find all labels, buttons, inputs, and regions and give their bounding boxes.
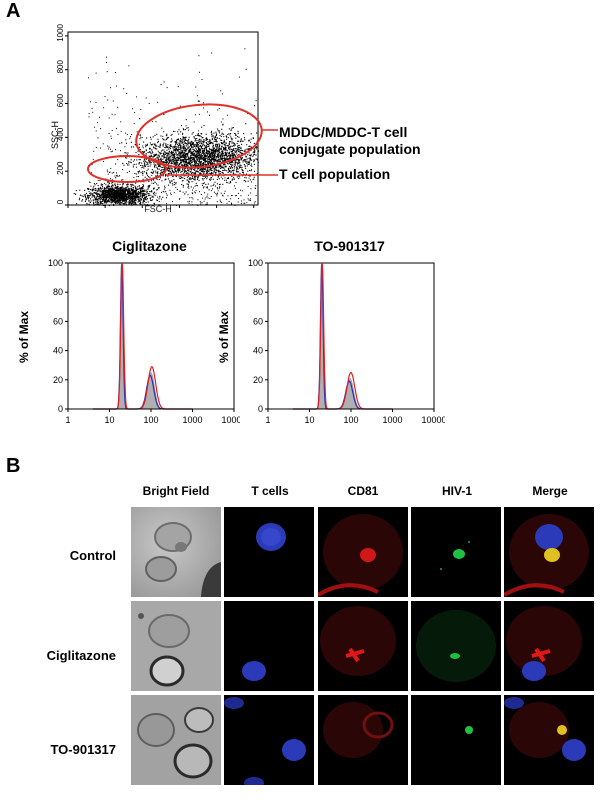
histogram-x-tick-label: 10 bbox=[304, 415, 314, 425]
image-control-cd81 bbox=[318, 507, 408, 597]
scatter-plot: 0200400600800100002004006008001000 bbox=[56, 23, 278, 220]
panel-b-letter: B bbox=[6, 455, 21, 477]
histogram-y-tick-label: 100 bbox=[248, 258, 263, 268]
image-control-hiv1 bbox=[411, 507, 501, 597]
histogram-x-tick-label: 10 bbox=[104, 415, 114, 425]
hist1-title: Ciglitazone bbox=[112, 238, 187, 254]
histogram-y-tick-label: 20 bbox=[253, 375, 263, 385]
scatter-y-tick-label: 1000 bbox=[56, 23, 65, 41]
histogram-red-line bbox=[92, 263, 193, 410]
histogram-y-tick-label: 80 bbox=[53, 287, 63, 297]
scatter-x-label: FSC-H bbox=[144, 204, 172, 214]
histogram-y-tick-label: 20 bbox=[53, 375, 63, 385]
histogram-blue-line bbox=[292, 263, 393, 410]
image-ciglitazone-hiv1 bbox=[411, 601, 501, 691]
image-ciglitazone-merge bbox=[504, 601, 594, 691]
panel-a-letter: A bbox=[6, 0, 21, 22]
histogram-y-tick-label: 0 bbox=[58, 404, 63, 414]
tcell-annotation: T cell population bbox=[279, 166, 391, 182]
image-to901317-cd81 bbox=[318, 695, 408, 785]
conjugate-annotation-line2: conjugate population bbox=[279, 141, 421, 157]
col-header-hiv1: HIV-1 bbox=[441, 484, 472, 498]
scatter-points bbox=[73, 48, 260, 207]
histogram-x-tick-label: 1000 bbox=[182, 415, 202, 425]
image-control-merge bbox=[504, 507, 594, 597]
image-ciglitazone-bright-field bbox=[131, 601, 221, 691]
image-control-t-cells bbox=[224, 507, 314, 597]
histogram-ciglitazone: 0 20 40 60 80 100 1 10 100 1000 10000 bbox=[48, 258, 240, 425]
col-header-cd81: CD81 bbox=[347, 484, 379, 498]
hist1-ylabel: % of Max bbox=[17, 311, 31, 364]
histogram-y-tick-label: 0 bbox=[258, 404, 263, 414]
hist2-ylabel-box: % of Max bbox=[214, 288, 232, 388]
image-to901317-merge bbox=[504, 695, 594, 785]
row-label-to901317: TO-901317 bbox=[50, 742, 116, 757]
hist2-title: TO-901317 bbox=[314, 238, 385, 254]
histogram-y-tick-label: 100 bbox=[48, 258, 63, 268]
image-ciglitazone-t-cells bbox=[224, 601, 314, 691]
histogram-x-tick-label: 1 bbox=[65, 415, 70, 425]
col-header-merge: Merge bbox=[532, 484, 568, 498]
histogram-x-tick-label: 100 bbox=[143, 415, 158, 425]
scatter-y-label: SSC-H bbox=[50, 121, 60, 150]
image-control-bright-field bbox=[131, 507, 221, 597]
histogram-y-tick-label: 60 bbox=[53, 316, 63, 326]
conjugate-gate-ellipse bbox=[135, 103, 263, 169]
scatter-y-tick-label: 200 bbox=[56, 161, 65, 175]
row-label-ciglitazone: Ciglitazone bbox=[46, 648, 116, 663]
tcell-gate-ellipse bbox=[87, 155, 167, 183]
conjugate-annotation-line1: MDDC/MDDC-T cell bbox=[279, 124, 408, 140]
scatter-y-tick-label: 400 bbox=[56, 127, 65, 141]
image-to901317-t-cells bbox=[224, 695, 314, 785]
hist1-ylabel-box: % of Max bbox=[14, 288, 32, 388]
col-header-bright-field: Bright Field bbox=[142, 484, 210, 498]
histogram-to901317: 0 20 40 60 80 100 1 10 100 1000 10000 bbox=[248, 258, 445, 425]
histogram-y-tick-label: 60 bbox=[253, 316, 263, 326]
histogram-x-tick-label: 100 bbox=[343, 415, 358, 425]
histogram-y-tick-label: 40 bbox=[253, 346, 263, 356]
histogram-blue-line bbox=[92, 263, 193, 410]
histogram-x-tick-label: 10000 bbox=[421, 415, 445, 425]
col-header-t-cells: T cells bbox=[251, 484, 289, 498]
scatter-y-tick-label: 0 bbox=[56, 199, 65, 204]
scatter-ticks: 0200400600800100002004006008001000 bbox=[56, 23, 264, 220]
histogram-x-tick-label: 1 bbox=[265, 415, 270, 425]
conjugate-annotation: MDDC/MDDC-T cell conjugate population bbox=[279, 124, 421, 158]
row-label-control: Control bbox=[69, 548, 116, 563]
hist2-ylabel: % of Max bbox=[217, 311, 231, 364]
histogram-red-line bbox=[292, 263, 393, 410]
histogram-control-fill bbox=[92, 263, 193, 410]
image-ciglitazone-cd81 bbox=[318, 601, 408, 691]
histogram-x-tick-label: 10000 bbox=[221, 415, 240, 425]
scatter-plot-area: 0200400600800100002004006008001000 bbox=[10, 20, 590, 220]
scatter-frame bbox=[67, 31, 259, 206]
scatter-y-tick-label: 600 bbox=[56, 93, 65, 107]
histogram-control-fill bbox=[292, 263, 393, 410]
histogram-x-tick-label: 1000 bbox=[382, 415, 402, 425]
histogram-y-tick-label: 80 bbox=[253, 287, 263, 297]
scatter-y-label-box: SSC-H bbox=[48, 108, 62, 168]
histogram-y-tick-label: 40 bbox=[53, 346, 63, 356]
scatter-y-tick-label: 800 bbox=[56, 59, 65, 73]
image-to901317-hiv1 bbox=[411, 695, 501, 785]
image-to901317-bright-field bbox=[131, 695, 221, 785]
